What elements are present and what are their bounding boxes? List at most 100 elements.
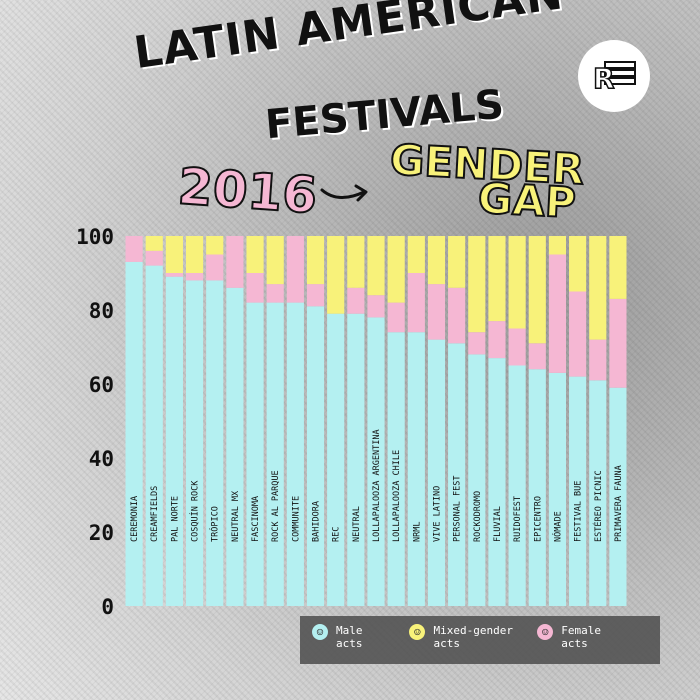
x-tick-label: NÓMADE xyxy=(551,511,563,542)
x-tick-label: NRML xyxy=(412,522,422,542)
x-tick-label: REC xyxy=(332,527,342,542)
bar-female-21 xyxy=(548,254,567,373)
bar-mixed-12 xyxy=(367,236,385,296)
x-tick-label: ROCKODROMO xyxy=(473,491,483,542)
y-tick-label: 0 xyxy=(101,595,114,619)
bar-female-19 xyxy=(508,328,526,366)
bar-mixed-23 xyxy=(589,236,607,340)
bar-female-4 xyxy=(206,254,224,281)
x-tick-label: NEUTRAL xyxy=(352,506,362,542)
y-tick-label: 20 xyxy=(89,521,114,545)
bar-male-0 xyxy=(125,261,143,606)
bar-male-18 xyxy=(488,358,506,606)
bar-mixed-14 xyxy=(407,236,425,273)
x-tick-label: RUIDOFEST xyxy=(513,496,523,542)
bar-female-0 xyxy=(125,236,143,262)
legend-item-mixed: ☺ Mixed-gender acts xyxy=(409,624,523,650)
bar-female-8 xyxy=(286,236,304,303)
bar-male-14 xyxy=(407,332,425,606)
bar-female-9 xyxy=(306,284,325,307)
bar-male-12 xyxy=(367,317,385,606)
bar-male-19 xyxy=(508,365,526,606)
bar-female-22 xyxy=(569,291,587,377)
bar-mixed-20 xyxy=(528,236,546,344)
y-tick-label: 80 xyxy=(89,299,114,323)
bar-female-18 xyxy=(488,321,506,359)
bar-male-16 xyxy=(448,343,466,606)
legend-label-male: Male acts xyxy=(336,624,363,650)
bar-male-10 xyxy=(327,313,345,606)
legend-item-male: ☺ Male acts xyxy=(312,624,395,650)
bar-mixed-17 xyxy=(468,236,486,333)
male-smiley-icon: ☺ xyxy=(312,624,328,640)
bar-mixed-7 xyxy=(266,236,284,285)
bar-male-13 xyxy=(387,332,405,606)
bar-male-21 xyxy=(548,372,567,606)
y-tick-label: 40 xyxy=(89,447,114,471)
bar-female-3 xyxy=(185,273,204,281)
bar-female-17 xyxy=(468,332,486,355)
x-tick-label: PAL NORTE xyxy=(170,496,180,542)
bar-mixed-1 xyxy=(145,236,163,251)
bar-female-6 xyxy=(246,273,264,303)
x-tick-label: BAHIDORA xyxy=(312,501,322,542)
bar-mixed-9 xyxy=(306,236,325,285)
bar-female-2 xyxy=(165,273,183,277)
brand-logo-text: R xyxy=(593,62,615,95)
bar-mixed-10 xyxy=(327,236,345,314)
x-tick-label: TRÓPICO xyxy=(209,506,221,542)
bar-male-15 xyxy=(427,339,446,606)
bar-mixed-15 xyxy=(427,236,446,285)
bar-male-8 xyxy=(286,302,304,606)
legend-label-mixed: Mixed-gender acts xyxy=(433,624,513,650)
bar-female-16 xyxy=(448,287,466,344)
mixed-smiley-icon: ☺ xyxy=(409,624,426,640)
bar-male-17 xyxy=(468,354,486,606)
bar-mixed-4 xyxy=(206,236,224,255)
bar-male-9 xyxy=(306,306,325,606)
legend-label-female: Female acts xyxy=(561,624,602,650)
x-tick-label: ROCK AL PARQUE xyxy=(271,470,281,542)
x-tick-label: COMMUNITE xyxy=(291,496,301,542)
x-tick-label: FESTIVAL BUE xyxy=(574,481,584,542)
bar-mixed-22 xyxy=(569,236,587,292)
bar-mixed-3 xyxy=(185,236,204,273)
bar-male-3 xyxy=(185,280,204,606)
bar-male-23 xyxy=(589,380,607,606)
x-tick-label: ESTÉREO PICNIC xyxy=(592,470,604,542)
bar-female-20 xyxy=(528,343,546,370)
x-tick-label: EPICENTRO xyxy=(533,496,543,542)
bar-male-20 xyxy=(528,369,546,606)
x-tick-label: COSQUÍN ROCK xyxy=(189,480,201,542)
bar-mixed-18 xyxy=(488,236,506,322)
bar-mixed-19 xyxy=(508,236,526,329)
bar-mixed-2 xyxy=(165,236,183,273)
bar-female-14 xyxy=(407,273,425,333)
x-tick-label: LOLLAPALOOZA CHILE xyxy=(392,450,402,542)
bar-female-15 xyxy=(427,284,446,340)
legend-item-female: ☺ Female acts xyxy=(537,624,634,650)
y-tick-label: 60 xyxy=(89,373,114,397)
bar-mixed-16 xyxy=(448,236,466,288)
brand-logo: R xyxy=(578,40,650,112)
bar-male-11 xyxy=(347,313,365,606)
bar-female-13 xyxy=(387,302,405,333)
bar-male-4 xyxy=(206,280,224,606)
bar-mixed-13 xyxy=(387,236,405,303)
bar-female-11 xyxy=(347,287,365,314)
x-tick-label: VIVE LATINO xyxy=(432,486,442,542)
bar-mixed-24 xyxy=(609,236,627,299)
bar-male-24 xyxy=(609,387,627,606)
y-tick-label: 100 xyxy=(76,225,114,249)
bar-female-1 xyxy=(145,250,163,266)
bar-male-6 xyxy=(246,302,264,606)
bar-female-7 xyxy=(266,284,284,303)
bar-male-22 xyxy=(569,376,587,606)
brand-logo-icon: R xyxy=(592,61,636,96)
x-tick-label: LOLLAPALOOZA ARGENTINA xyxy=(372,429,382,542)
bar-female-12 xyxy=(367,295,385,318)
x-tick-label: FASCINOMA xyxy=(251,496,261,542)
x-tick-label: CREAMFIELDS xyxy=(150,486,160,542)
bar-female-23 xyxy=(589,339,607,381)
